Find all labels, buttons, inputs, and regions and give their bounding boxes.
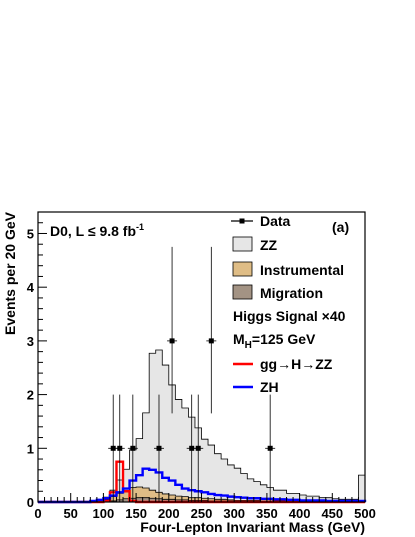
- data-point: [195, 445, 201, 451]
- legend-zh-label: ZH: [260, 379, 279, 395]
- x-tick-label: 350: [256, 506, 278, 521]
- y-tick-label: 2: [27, 388, 34, 403]
- x-tick-label: 400: [289, 506, 311, 521]
- data-point: [130, 445, 136, 451]
- legend-migration-swatch: [232, 284, 253, 300]
- x-tick-label: 200: [158, 506, 180, 521]
- axis-ticks-layer: 0 50 100 150 200 250 300 350 400 450 500 0 1 2 3 4 5: [27, 211, 376, 521]
- legend-zz-label: ZZ: [260, 237, 278, 253]
- data-point: [208, 338, 214, 344]
- data-point: [267, 445, 273, 451]
- series-zz-area: [38, 349, 366, 503]
- experiment-label: D0, L ≤ 9.8 fb-1: [50, 222, 144, 239]
- legend-instrumental-label: Instrumental: [260, 262, 344, 278]
- legend-higgs-signal-label: Higgs Signal ×40: [233, 308, 346, 324]
- legend-zz-swatch: [232, 236, 253, 252]
- x-tick-label: 150: [125, 506, 147, 521]
- data-point: [169, 338, 175, 344]
- legend-migration-label: Migration: [260, 285, 323, 301]
- y-tick-label: 3: [27, 334, 34, 349]
- x-tick-label: 300: [223, 506, 245, 521]
- y-tick-label: 5: [27, 226, 34, 241]
- legend-mass-label: MH=125 GeV: [233, 331, 316, 351]
- x-axis-label: Four-Lepton Invariant Mass (GeV): [140, 519, 365, 535]
- legend-data-label: Data: [260, 213, 291, 229]
- x-tick-label: 250: [191, 506, 213, 521]
- data-point: [117, 445, 123, 451]
- y-tick-label: 0: [27, 495, 34, 510]
- data-points-layer: [108, 246, 276, 502]
- y-tick-label: 4: [27, 280, 35, 295]
- legend: Data ZZ Instrumental Migration Higgs Sig…: [231, 213, 346, 395]
- panel-label: (a): [332, 219, 349, 235]
- histogram-layer: [38, 349, 367, 504]
- data-point: [110, 445, 116, 451]
- y-axis-label: Events per 20 GeV: [2, 211, 18, 335]
- x-tick-label: 450: [321, 506, 343, 521]
- data-point: [156, 445, 162, 451]
- legend-gg-label: gg→H→ZZ: [260, 356, 333, 372]
- x-tick-label: 50: [63, 506, 77, 521]
- x-tick-label: 500: [354, 506, 376, 521]
- x-tick-label: 0: [34, 506, 41, 521]
- y-tick-label: 1: [27, 441, 34, 456]
- series-zh-line: [38, 467, 367, 504]
- legend-data-marker: [239, 218, 245, 224]
- x-tick-label: 100: [93, 506, 115, 521]
- data-point: [189, 445, 195, 451]
- legend-instrumental-swatch: [232, 261, 253, 277]
